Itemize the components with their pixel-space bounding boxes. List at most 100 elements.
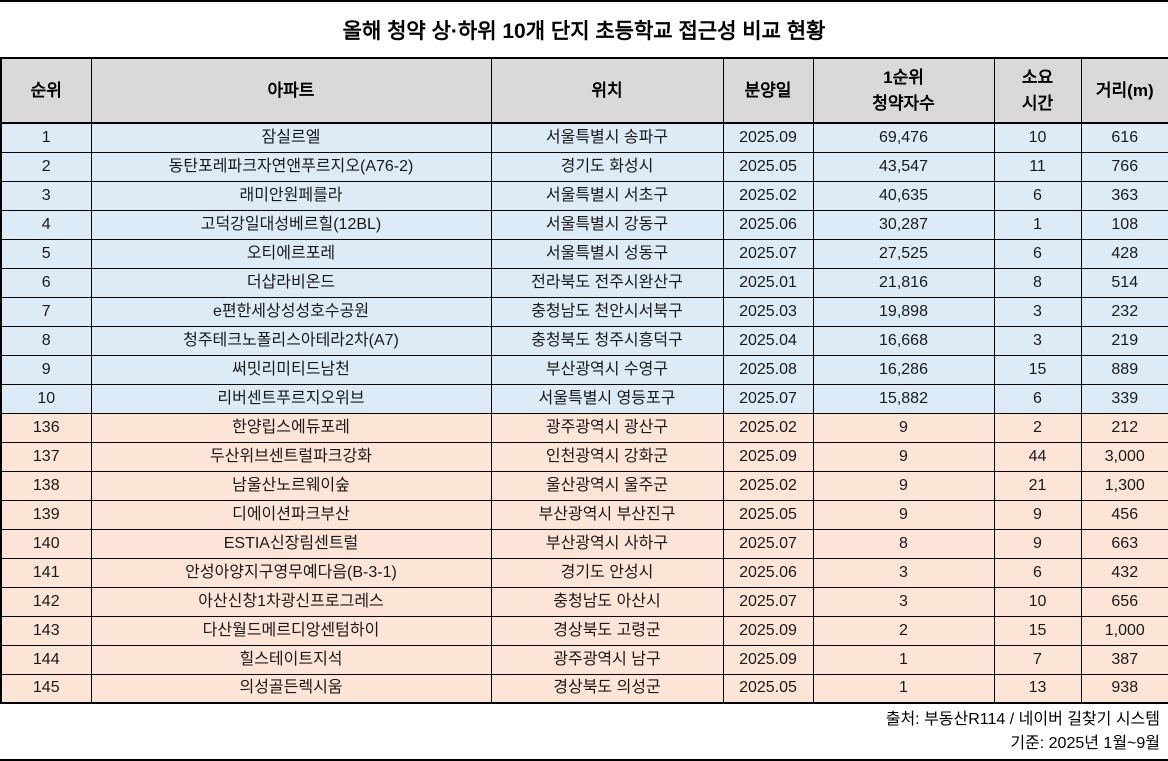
distance-cell: 232 <box>1080 296 1168 327</box>
header-cell-distance: 거리(m) <box>1080 57 1168 124</box>
location-cell: 광주광역시 남구 <box>490 644 724 675</box>
table-row: 145 의성골든렉시움 경상북도 의성군 2025.05 1 13 938 <box>0 673 1168 704</box>
subscribers-cell: 30,287 <box>812 209 995 240</box>
subscribers-cell: 69,476 <box>812 122 995 153</box>
apartment-cell: 고덕강일대성베르힐(12BL) <box>90 209 492 240</box>
rank-cell: 6 <box>0 267 92 298</box>
apartment-cell: 리버센트푸르지오위브 <box>90 383 492 414</box>
location-cell: 부산광역시 사하구 <box>490 528 724 559</box>
sale-date-cell: 2025.08 <box>722 354 814 385</box>
travel-time-cell: 8 <box>993 267 1082 298</box>
apartment-cell: 다산월드메르디앙센텀하이 <box>90 615 492 646</box>
distance-cell: 938 <box>1080 673 1168 704</box>
location-cell: 서울특별시 영등포구 <box>490 383 724 414</box>
subscribers-cell: 1 <box>812 673 995 704</box>
travel-time-cell: 9 <box>993 528 1082 559</box>
sale-date-cell: 2025.07 <box>722 238 814 269</box>
travel-time-cell: 7 <box>993 644 1082 675</box>
apartment-cell: 동탄포레파크자연앤푸르지오(A76-2) <box>90 151 492 182</box>
table-row: 143 다산월드메르디앙센텀하이 경상북도 고령군 2025.09 2 15 1… <box>0 615 1168 646</box>
apartment-cell: 써밋리미티드남천 <box>90 354 492 385</box>
rank-cell: 10 <box>0 383 92 414</box>
apartment-cell: 래미안원페를라 <box>90 180 492 211</box>
subscribers-cell: 27,525 <box>812 238 995 269</box>
travel-time-cell: 6 <box>993 557 1082 588</box>
rank-cell: 9 <box>0 354 92 385</box>
subscribers-cell: 16,286 <box>812 354 995 385</box>
subscribers-cell: 3 <box>812 557 995 588</box>
location-cell: 경기도 화성시 <box>490 151 724 182</box>
distance-cell: 363 <box>1080 180 1168 211</box>
distance-cell: 663 <box>1080 528 1168 559</box>
table-row: 6 더샵라비온드 전라북도 전주시완산구 2025.01 21,816 8 51… <box>0 267 1168 298</box>
table-row: 7 e편한세상성성호수공원 충청남도 천안시서북구 2025.03 19,898… <box>0 296 1168 327</box>
distance-cell: 1,300 <box>1080 470 1168 501</box>
location-cell: 충청북도 청주시흥덕구 <box>490 325 724 356</box>
location-cell: 울산광역시 울주군 <box>490 470 724 501</box>
distance-cell: 656 <box>1080 586 1168 617</box>
sale-date-cell: 2025.02 <box>722 180 814 211</box>
travel-time-cell: 2 <box>993 412 1082 443</box>
rank-cell: 144 <box>0 644 92 675</box>
table-row: 9 써밋리미티드남천 부산광역시 수영구 2025.08 16,286 15 8… <box>0 354 1168 385</box>
header-cell-subscribers: 1순위 청약자수 <box>812 57 995 124</box>
rank-cell: 1 <box>0 122 92 153</box>
apartment-cell: 의성골든렉시움 <box>90 673 492 704</box>
apartment-cell: 힐스테이트지석 <box>90 644 492 675</box>
subscribers-cell: 2 <box>812 615 995 646</box>
travel-time-cell: 21 <box>993 470 1082 501</box>
header-cell-travel-time: 소요 시간 <box>993 57 1082 124</box>
distance-cell: 432 <box>1080 557 1168 588</box>
distance-cell: 616 <box>1080 122 1168 153</box>
subscribers-cell: 9 <box>812 470 995 501</box>
table-row: 144 힐스테이트지석 광주광역시 남구 2025.09 1 7 387 <box>0 644 1168 675</box>
sale-date-cell: 2025.05 <box>722 673 814 704</box>
subscribers-cell: 3 <box>812 586 995 617</box>
travel-time-cell: 10 <box>993 586 1082 617</box>
table-row: 2 동탄포레파크자연앤푸르지오(A76-2) 경기도 화성시 2025.05 4… <box>0 151 1168 182</box>
location-cell: 인천광역시 강화군 <box>490 441 724 472</box>
travel-time-cell: 15 <box>993 615 1082 646</box>
header-cell-sale-date: 분양일 <box>722 57 814 124</box>
header-cell-rank: 순위 <box>0 57 92 124</box>
distance-cell: 339 <box>1080 383 1168 414</box>
travel-time-cell: 13 <box>993 673 1082 704</box>
table-row: 141 안성아양지구영무예다음(B-3-1) 경기도 안성시 2025.06 3… <box>0 557 1168 588</box>
travel-time-cell: 9 <box>993 499 1082 530</box>
travel-time-cell: 6 <box>993 238 1082 269</box>
location-cell: 부산광역시 부산진구 <box>490 499 724 530</box>
location-cell: 서울특별시 강동구 <box>490 209 724 240</box>
apartment-cell: 한양립스에듀포레 <box>90 412 492 443</box>
apartment-cell: ESTIA신장림센트럴 <box>90 528 492 559</box>
location-cell: 경기도 안성시 <box>490 557 724 588</box>
table-row: 5 오티에르포레 서울특별시 성동구 2025.07 27,525 6 428 <box>0 238 1168 269</box>
sale-date-cell: 2025.09 <box>722 441 814 472</box>
rank-cell: 136 <box>0 412 92 443</box>
table-row: 139 디에이션파크부산 부산광역시 부산진구 2025.05 9 9 456 <box>0 499 1168 530</box>
sale-date-cell: 2025.09 <box>722 644 814 675</box>
sale-date-cell: 2025.04 <box>722 325 814 356</box>
distance-cell: 514 <box>1080 267 1168 298</box>
subscribers-cell: 8 <box>812 528 995 559</box>
rank-cell: 143 <box>0 615 92 646</box>
page-title: 올해 청약 상·하위 10개 단지 초등학교 접근성 비교 현황 <box>342 19 826 43</box>
location-cell: 서울특별시 성동구 <box>490 238 724 269</box>
table-row: 137 두산위브센트럴파크강화 인천광역시 강화군 2025.09 9 44 3… <box>0 441 1168 472</box>
title-bar: 올해 청약 상·하위 10개 단지 초등학교 접근성 비교 현황 <box>0 2 1168 57</box>
distance-cell: 212 <box>1080 412 1168 443</box>
header-cell-location: 위치 <box>490 57 724 124</box>
apartment-cell: e편한세상성성호수공원 <box>90 296 492 327</box>
table-body: 1 잠실르엘 서울특별시 송파구 2025.09 69,476 10 616 2… <box>0 122 1168 704</box>
sale-date-cell: 2025.06 <box>722 557 814 588</box>
sale-date-cell: 2025.07 <box>722 383 814 414</box>
distance-cell: 108 <box>1080 209 1168 240</box>
rank-cell: 3 <box>0 180 92 211</box>
travel-time-cell: 3 <box>993 325 1082 356</box>
location-cell: 서울특별시 서초구 <box>490 180 724 211</box>
table-row: 138 남울산노르웨이숲 울산광역시 울주군 2025.02 9 21 1,30… <box>0 470 1168 501</box>
accessibility-comparison-table: 순위 아파트 위치 분양일 1순위 청약자수 소요 시간 거리(m) 1 잠실르… <box>0 57 1168 704</box>
rank-cell: 142 <box>0 586 92 617</box>
table-row: 142 아산신창1차광신프로그레스 충청남도 아산시 2025.07 3 10 … <box>0 586 1168 617</box>
subscribers-cell: 40,635 <box>812 180 995 211</box>
